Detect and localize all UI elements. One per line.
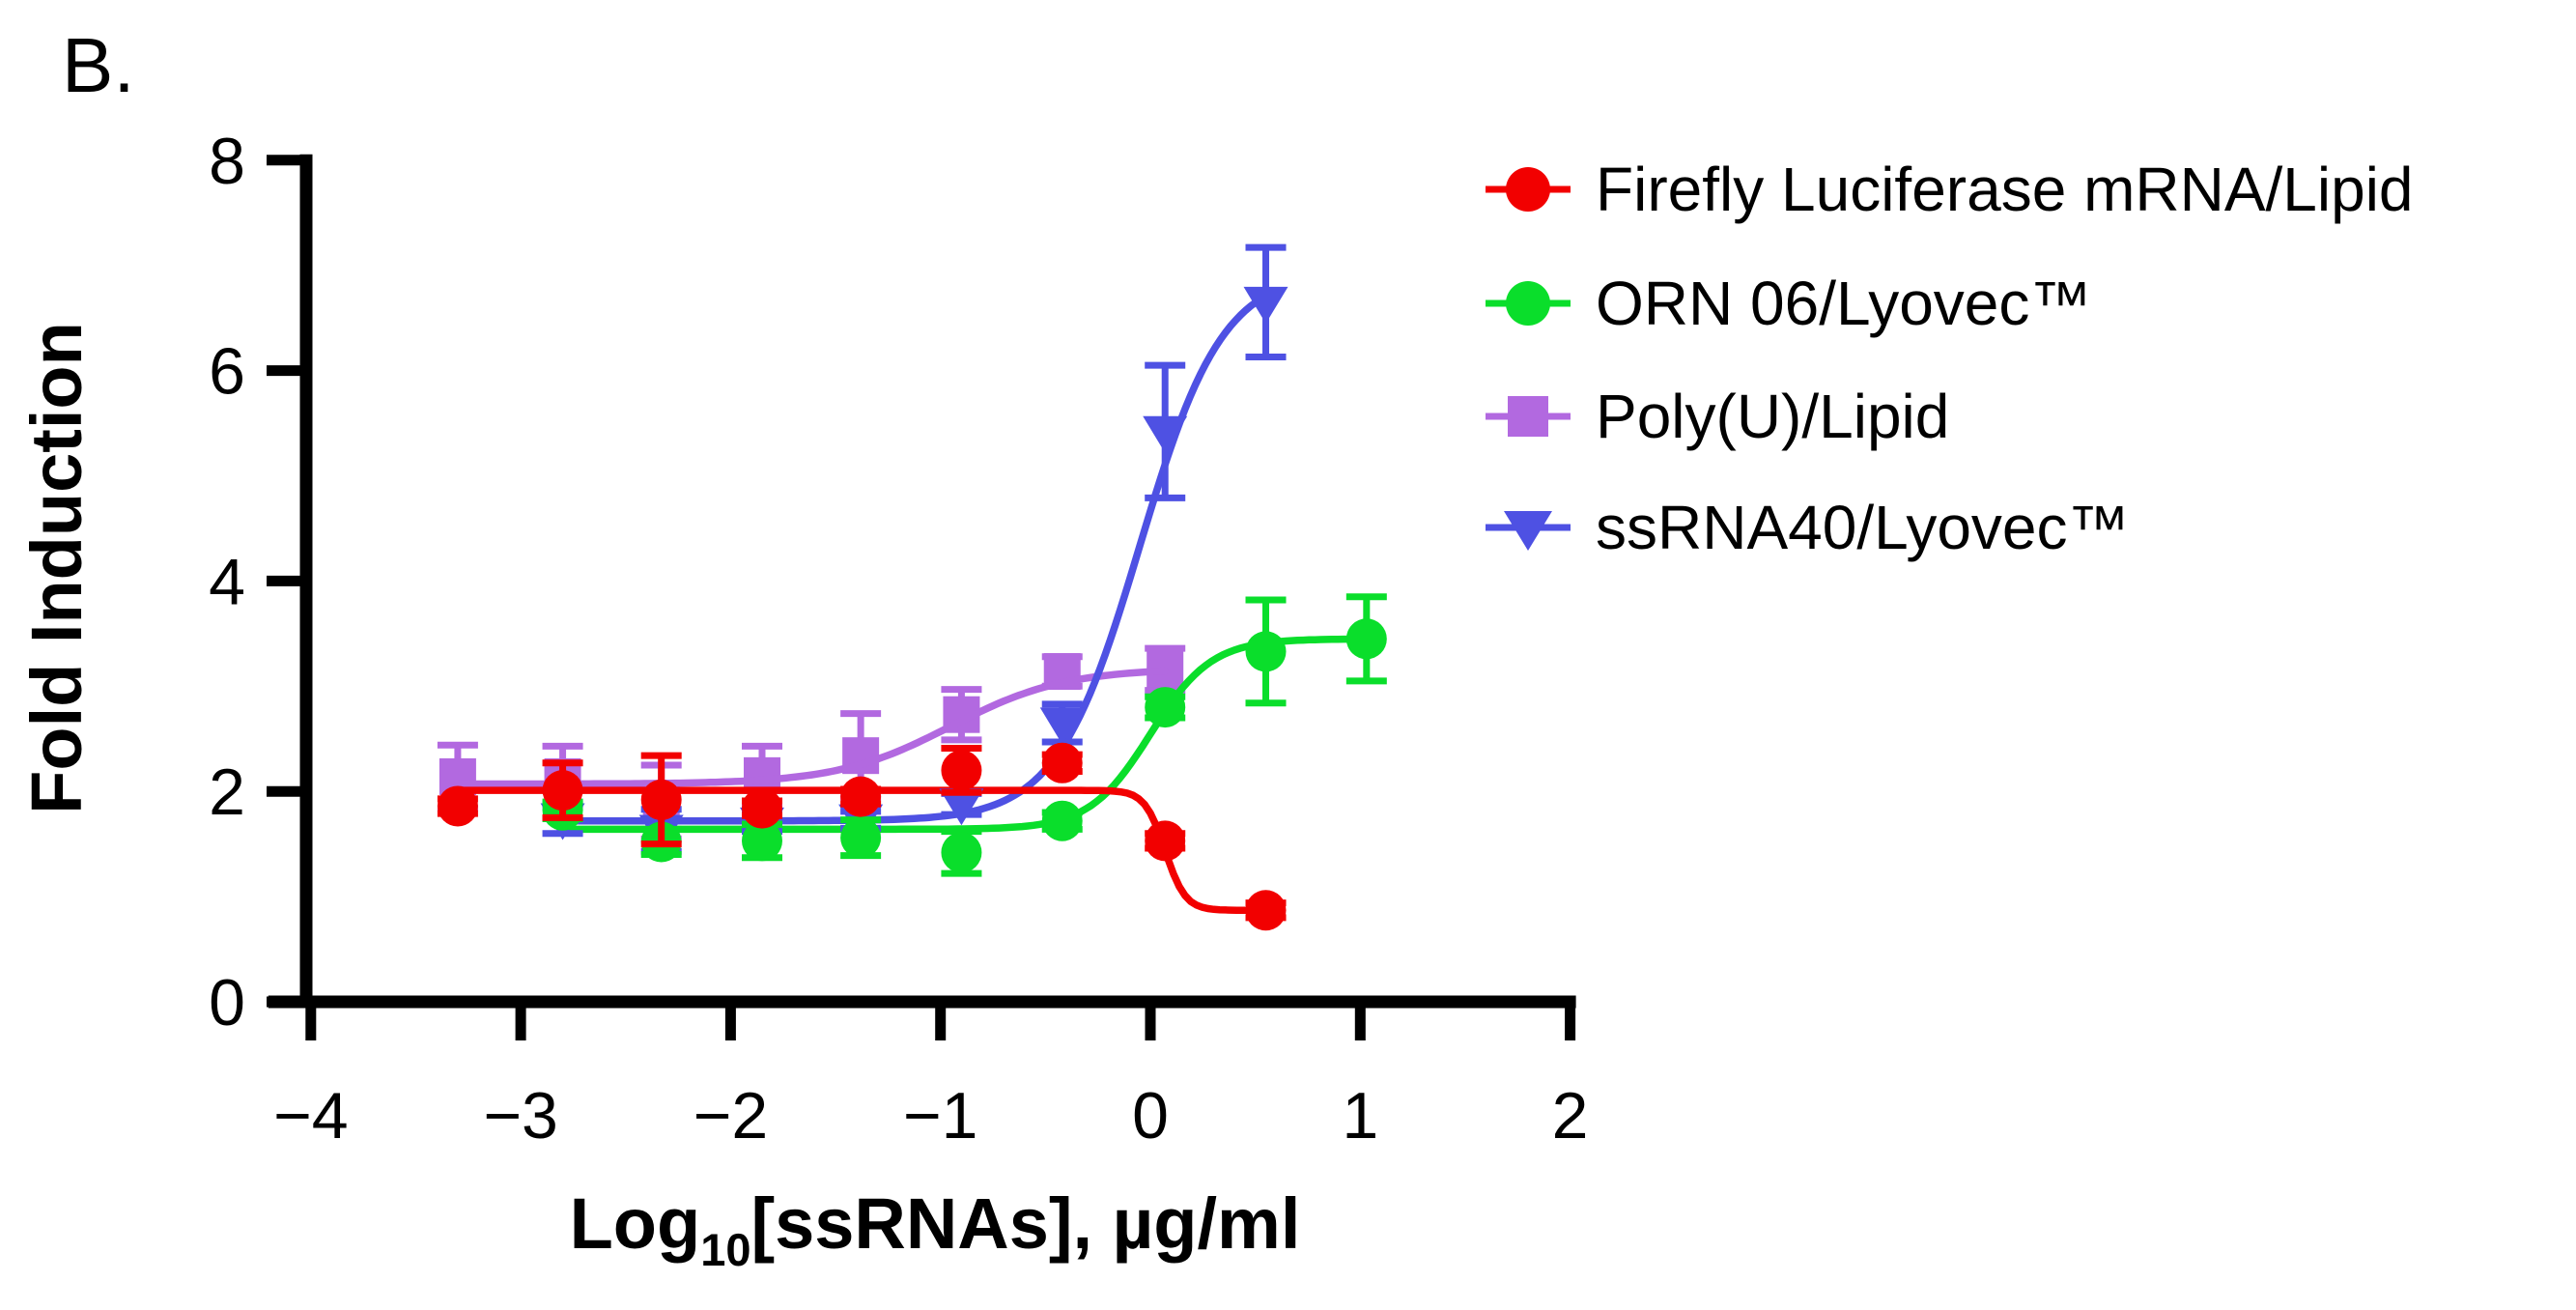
x-tick-label: 2 [1552, 1079, 1589, 1153]
data-point-ssrna40 [1039, 707, 1085, 745]
data-point-orn06 [941, 832, 982, 873]
data-point-firefly [941, 750, 982, 791]
data-point-firefly [437, 785, 478, 827]
legend-label-orn06: ORN 06/Lyovec™ [1596, 269, 2091, 338]
data-point-firefly [840, 776, 882, 817]
x-axis-title-prefix: Log [570, 1183, 701, 1264]
data-point-firefly [1145, 820, 1186, 862]
data-point-orn06 [741, 820, 782, 862]
x-tick-label: 1 [1342, 1079, 1378, 1153]
data-point-ssrna40 [1243, 286, 1288, 324]
y-tick-label: 4 [209, 545, 245, 618]
legend-item-ssrna40: ssRNA40/Lyovec™ [1486, 493, 2130, 562]
x-tick-label: −1 [903, 1079, 978, 1153]
data-point-orn06 [840, 817, 882, 859]
data-point-firefly [1041, 742, 1083, 783]
panel-label: B. [62, 22, 135, 108]
legend-layer: Firefly Luciferase mRNA/Lipid ORN 06/Lyov… [1486, 155, 2414, 562]
data-point-firefly [1245, 890, 1287, 931]
legend-item-orn06: ORN 06/Lyovec™ [1486, 269, 2091, 338]
data-point-legend-ssrna40 [1504, 511, 1552, 551]
data-point-firefly [542, 770, 583, 812]
data-point-ssrna40 [1143, 415, 1188, 453]
data-point-firefly [640, 779, 682, 820]
x-axis-title-suffix: [ssRNAs], µg/ml [750, 1183, 1300, 1264]
y-tick-label: 8 [209, 125, 245, 198]
series-layer [437, 243, 1387, 931]
data-point-orn06 [1245, 631, 1287, 672]
y-axis-title: Fold Induction [16, 322, 97, 814]
legend-label-ssrna40: ssRNA40/Lyovec™ [1596, 493, 2130, 562]
data-point-orn06 [1345, 618, 1387, 660]
data-point-firefly [741, 787, 782, 829]
x-axis-title: Log10[ssRNAs], µg/ml [570, 1183, 1301, 1275]
data-point-orn06 [1041, 800, 1083, 841]
data-point-legend-orn06 [1506, 281, 1550, 326]
x-tick-label: −3 [483, 1079, 558, 1153]
x-tick-label: −4 [273, 1079, 349, 1153]
y-tick-label: 2 [209, 755, 245, 829]
data-point-legend-firefly [1506, 167, 1550, 212]
axes-layer: 0 2 4 6 8 −4 −3 −2 −1 0 1 2 [209, 125, 1588, 1153]
y-tick-label: 0 [209, 966, 245, 1039]
data-point-ssrna40 [939, 788, 984, 826]
x-tick-label: −2 [694, 1079, 769, 1153]
data-point-legend-polyu [1508, 396, 1548, 437]
data-point-orn06 [1145, 687, 1186, 728]
y-tick-label: 6 [209, 335, 245, 409]
legend-label-polyu: Poly(U)/Lipid [1596, 382, 1949, 451]
legend-item-firefly: Firefly Luciferase mRNA/Lipid [1486, 155, 2414, 224]
legend-label-firefly: Firefly Luciferase mRNA/Lipid [1596, 155, 2414, 224]
legend-item-polyu: Poly(U)/Lipid [1486, 382, 1949, 451]
x-tick-label: 0 [1132, 1079, 1169, 1153]
x-axis-title-subscript: 10 [700, 1224, 750, 1275]
